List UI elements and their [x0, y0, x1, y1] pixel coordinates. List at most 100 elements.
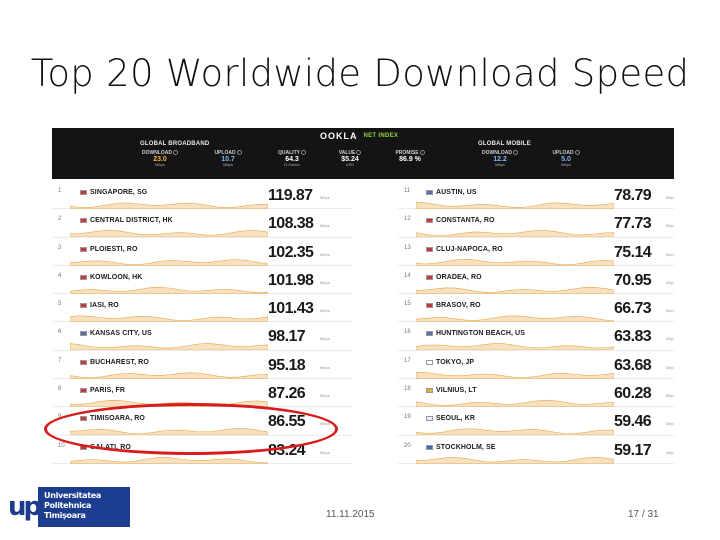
speed-sparkline	[416, 286, 614, 294]
city-name: IASI, RO	[90, 302, 119, 310]
global_broadband-metric-quality: QUALITY 64.3 R-Factor	[270, 150, 314, 168]
info-icon[interactable]	[513, 150, 518, 155]
ranking-row[interactable]: 3 PLOIESTI, RO 102.35 Mbps	[52, 238, 352, 266]
rank-number: 16	[404, 329, 411, 336]
speed-unit: Mbps	[320, 393, 330, 399]
metric-unit: Mbps	[155, 162, 165, 168]
metric-label: UPLOAD	[544, 150, 588, 156]
flag-icon	[80, 359, 87, 365]
download-speed: 78.79	[614, 187, 652, 204]
upt-line-2: Politehnica	[44, 501, 92, 510]
rank-number: 6	[58, 329, 62, 336]
info-icon[interactable]	[419, 150, 425, 155]
speed-sparkline	[70, 456, 268, 464]
metric-label: QUALITY	[270, 150, 314, 156]
ranking-row[interactable]: 1 SINGAPORE, SG 119.87 Mbps	[52, 181, 352, 210]
ranking-row[interactable]: 14 ORADEA, RO 70.95 Mbps	[398, 266, 674, 295]
ranking-row[interactable]: 4 KOWLOON, HK 101.98 Mbps	[52, 266, 352, 295]
ranking-row[interactable]: 7 BUCHAREST, RO 95.18 Mbps	[52, 351, 352, 380]
info-icon[interactable]	[356, 150, 362, 155]
ranking-row[interactable]: 19 SEOUL, KR 59.46 Mbps	[398, 407, 674, 436]
speed-unit: Mbps	[666, 421, 674, 427]
global-mobile-label: GLOBAL MOBILE	[478, 141, 531, 147]
download-speed: 75.14	[614, 243, 652, 261]
flag-icon	[426, 303, 433, 309]
metric-label: DOWNLOAD	[478, 150, 522, 156]
info-icon[interactable]	[236, 150, 242, 155]
speed-sparkline	[416, 371, 614, 379]
speed-unit: Mbps	[666, 449, 674, 455]
download-speed: 108.38	[268, 215, 314, 233]
rank-number: 1	[58, 188, 62, 194]
ranking-row[interactable]: 2 CENTRAL DISTRICT, HK 108.38 Mbps	[52, 209, 352, 238]
ranking-row[interactable]: 15 BRASOV, RO 66.73 Mbps	[398, 294, 674, 323]
speed-sparkline	[70, 258, 268, 266]
info-icon[interactable]	[173, 150, 178, 155]
speed-sparkline	[416, 258, 614, 266]
download-speed: 101.43	[268, 300, 314, 318]
city-name: PLOIESTI, RO	[90, 245, 138, 253]
ranking-row[interactable]: 6 KANSAS CITY, US 98.17 Mbps	[52, 322, 352, 351]
rank-number: 12	[404, 216, 411, 223]
global-broadband-label: GLOBAL BROADBAND	[140, 141, 210, 147]
flag-icon	[426, 274, 433, 280]
city-name: SEOUL, KR	[436, 415, 476, 423]
global_mobile-metric-upload: UPLOAD 5.0 Mbps	[544, 150, 588, 168]
download-speed: 66.73	[614, 300, 652, 318]
flag-icon	[426, 388, 433, 394]
download-speed: 119.87	[268, 187, 313, 204]
metric-value: 10.7	[221, 156, 235, 164]
speed-unit: Mbps	[320, 364, 330, 370]
speed-unit: Mbps	[320, 279, 330, 285]
rank-number: 2	[58, 216, 62, 223]
ranking-row[interactable]: 16 HUNTINGTON BEACH, US 63.83 Mbps	[398, 322, 674, 351]
city-name: AUSTIN, US	[436, 189, 477, 196]
download-speed: 70.95	[614, 271, 652, 289]
ranking-row[interactable]: 18 VILNIUS, LT 60.28 Mbps	[398, 379, 674, 408]
info-icon[interactable]	[300, 150, 306, 155]
download-speed: 77.73	[614, 215, 652, 233]
global_broadband-metric-download: DOWNLOAD 23.0 Mbps	[138, 150, 182, 168]
info-icon[interactable]	[574, 150, 580, 155]
flag-icon	[80, 331, 87, 337]
ranking-row[interactable]: 13 CLUJ-NAPOCA, RO 75.14 Mbps	[398, 238, 674, 266]
ranking-row[interactable]: 12 CONSTANTA, RO 77.73 Mbps	[398, 209, 674, 238]
download-speed: 101.98	[268, 271, 314, 289]
flag-icon	[80, 303, 87, 309]
speed-unit: Mbps	[666, 223, 674, 229]
upt-logo: up Universitatea Politehnica Timișoara	[8, 486, 130, 528]
download-speed: 59.46	[614, 413, 652, 431]
city-name: SINGAPORE, SG	[90, 189, 148, 196]
city-name: CLUJ-NAPOCA, RO	[436, 245, 503, 253]
rank-number: 11	[404, 188, 411, 194]
speed-unit: Mbps	[666, 251, 674, 257]
flag-icon	[80, 274, 87, 280]
speed-unit: Mbps	[320, 223, 330, 229]
ranking-row[interactable]: 5 IASI, RO 101.43 Mbps	[52, 294, 352, 323]
speed-unit: Mbps	[320, 308, 330, 314]
global_broadband-metric-upload: UPLOAD 10.7 Mbps	[206, 150, 250, 168]
speed-sparkline	[416, 230, 614, 238]
ranking-row[interactable]: 17 TOKYO, JP 63.68 Mbps	[398, 351, 674, 380]
speed-unit: Mbps	[666, 364, 674, 370]
speed-unit: Mbps	[320, 449, 330, 455]
flag-icon	[426, 331, 433, 337]
ranking-row[interactable]: 11 AUSTIN, US 78.79 Mbps	[398, 181, 674, 210]
metric-value: 5.0	[561, 156, 571, 164]
ranking-row[interactable]: 20 STOCKHOLM, SE 59.17 Mbps	[398, 436, 674, 464]
flag-icon	[426, 444, 433, 450]
upt-line-3: Timișoara	[44, 511, 86, 520]
metric-label: VALUE	[328, 150, 372, 156]
flag-icon	[80, 246, 87, 252]
metric-label: PROMISE	[388, 150, 432, 156]
speed-sparkline	[416, 201, 614, 209]
metric-label: UPLOAD	[206, 150, 250, 156]
download-speed: 98.17	[268, 328, 306, 346]
rank-number: 20	[404, 442, 411, 449]
metric-unit: Mbps	[223, 162, 233, 168]
speed-sparkline	[70, 372, 268, 379]
flag-icon	[80, 190, 87, 195]
speed-sparkline	[70, 230, 268, 238]
speed-unit: Mbps	[666, 195, 674, 200]
speed-sparkline	[416, 315, 614, 323]
